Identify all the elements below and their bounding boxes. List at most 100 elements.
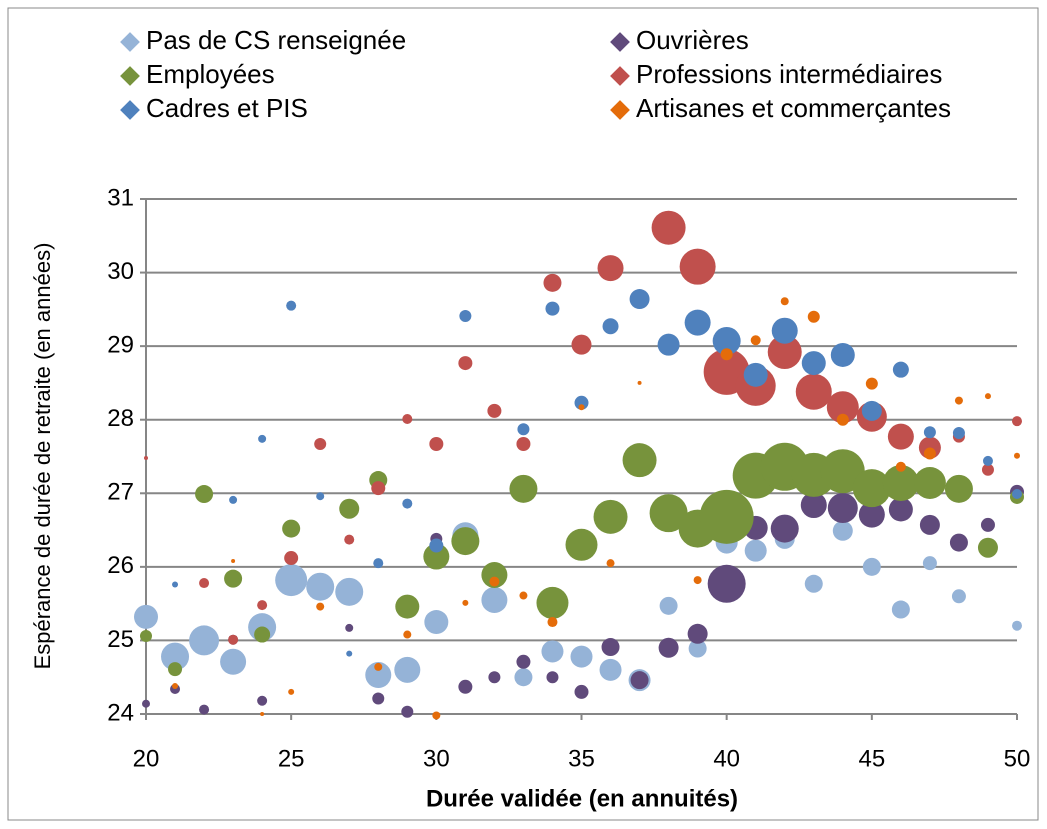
bubble — [629, 289, 650, 310]
bubble — [487, 403, 502, 418]
bubble — [800, 492, 827, 519]
bubble — [282, 519, 301, 538]
bubble — [372, 692, 385, 705]
bubble — [649, 494, 688, 533]
bubble — [199, 578, 210, 589]
bubble — [949, 533, 968, 552]
bubble — [394, 656, 421, 683]
bubble — [172, 581, 179, 588]
bubble — [536, 586, 569, 619]
legend-label: Employées — [146, 59, 275, 89]
bubble — [199, 704, 210, 715]
bubble — [429, 436, 444, 451]
bubble — [424, 610, 449, 635]
bubble — [830, 342, 855, 367]
bubble — [335, 577, 364, 606]
bubble — [865, 377, 878, 390]
bubble — [229, 495, 238, 504]
bubble — [403, 630, 412, 639]
bubble — [339, 498, 360, 519]
y-tick-label: 28 — [107, 405, 134, 432]
bubble — [345, 623, 354, 632]
bubble — [195, 485, 214, 504]
bubble — [743, 362, 768, 387]
bubble — [679, 248, 716, 285]
y-tick-label: 31 — [107, 184, 134, 211]
bubble — [602, 318, 619, 335]
bubbles — [134, 210, 1024, 720]
bubble — [913, 466, 946, 499]
bubble — [887, 423, 914, 450]
bubble — [923, 426, 936, 439]
bubble — [891, 600, 910, 619]
x-tick-label: 35 — [568, 745, 595, 772]
legend-marker — [120, 66, 140, 86]
bubble — [140, 630, 152, 643]
bubble — [780, 297, 789, 306]
legend-marker — [120, 100, 140, 120]
bubble — [861, 400, 882, 421]
bubble — [981, 463, 994, 476]
bubble — [982, 455, 993, 466]
bubble — [804, 574, 823, 593]
bubble — [514, 668, 533, 687]
y-axis-label: Espérance de durée de retraite (en année… — [30, 243, 55, 670]
bubble — [1012, 620, 1022, 631]
x-tick-label: 25 — [278, 745, 305, 772]
bubble — [314, 437, 327, 450]
bubble — [807, 310, 820, 323]
x-tick-label: 50 — [1004, 745, 1031, 772]
bubble — [459, 309, 472, 322]
bubble — [516, 654, 531, 669]
bubble — [571, 334, 592, 355]
bubble — [432, 711, 441, 720]
bubble — [451, 527, 480, 556]
bubble — [316, 602, 325, 611]
bubble — [401, 705, 414, 718]
bubble — [750, 335, 761, 346]
bubble — [826, 391, 859, 424]
bubble — [284, 551, 299, 566]
bubble — [458, 356, 473, 371]
bubble — [254, 626, 271, 643]
legend-label: Artisanes et commerçantes — [636, 93, 951, 123]
bubble — [462, 599, 469, 606]
bubble — [543, 273, 562, 292]
bubble — [565, 528, 598, 561]
bubble — [402, 498, 413, 509]
bubble — [657, 333, 680, 356]
y-tick-label: 26 — [107, 552, 134, 579]
bubble — [684, 309, 711, 336]
bubble — [801, 351, 826, 376]
bubble — [771, 317, 798, 344]
bubble — [827, 493, 858, 523]
bubble — [374, 662, 383, 671]
bubble — [944, 474, 973, 503]
bubble — [951, 589, 966, 604]
bubble — [189, 625, 220, 656]
legend-label: Pas de CS renseignée — [146, 25, 406, 55]
bubble — [977, 537, 998, 558]
bubble — [597, 255, 624, 282]
bubble — [488, 671, 501, 684]
y-tick-label: 24 — [107, 699, 134, 726]
bubble — [570, 645, 593, 668]
x-tick-label: 20 — [133, 745, 160, 772]
bubble — [373, 558, 384, 569]
bubble — [767, 335, 802, 370]
x-tick-label: 30 — [423, 745, 450, 772]
bubble — [688, 639, 707, 658]
x-tick-label: 45 — [858, 745, 885, 772]
bubble — [832, 520, 853, 541]
bubble — [895, 461, 906, 472]
bubble — [257, 600, 268, 611]
bubble — [593, 499, 628, 534]
bubble — [395, 594, 420, 619]
bubble — [574, 684, 589, 699]
bubble — [888, 497, 913, 522]
bubble — [168, 662, 183, 677]
bubble — [892, 361, 909, 378]
bubble — [346, 650, 353, 657]
bubble — [574, 395, 589, 410]
